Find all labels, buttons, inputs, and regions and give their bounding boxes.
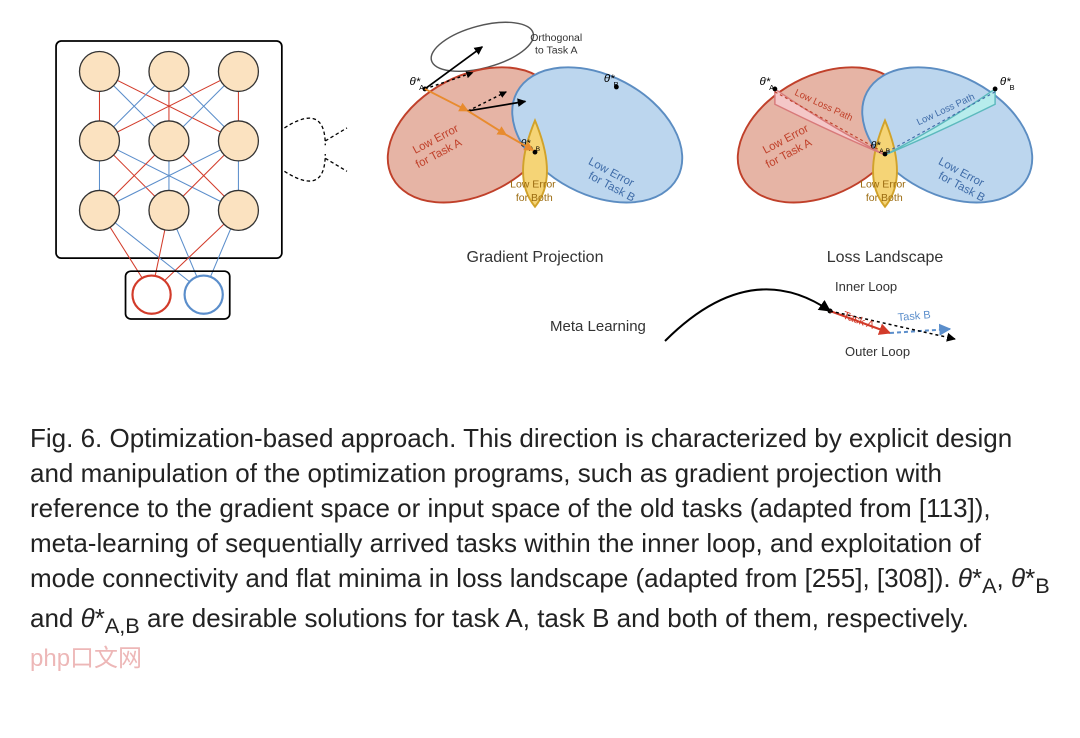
loss-landscape-svg: θ*A θ*B θ*A,B Low Loss Path Low Loss Pat… bbox=[720, 20, 1050, 245]
outer-loop-arc bbox=[665, 289, 830, 341]
output-node-a bbox=[132, 276, 170, 314]
caption-prefix: Fig. 6. Optimization-based approach. Thi… bbox=[30, 423, 1012, 593]
nn-nodes bbox=[80, 51, 259, 230]
caption-suffix: are desirable solutions for task A, task… bbox=[147, 603, 969, 633]
svg-text:A,B: A,B bbox=[879, 148, 890, 155]
bracket bbox=[284, 118, 347, 181]
ortho-label-2: to Task A bbox=[535, 45, 577, 57]
svg-text:A: A bbox=[769, 83, 775, 92]
svg-text:B: B bbox=[614, 80, 619, 89]
neural-network-panel bbox=[30, 20, 360, 345]
outer-loop-label: Outer Loop bbox=[845, 344, 910, 359]
gradient-projection-svg: Orthogonal to Task A θ*A θ*B θ*A,B bbox=[370, 20, 700, 245]
meta-learning-svg: Meta Learning Inner Loop Task A Task B O… bbox=[450, 271, 970, 361]
diagrams-panel: Orthogonal to Task A θ*A θ*B θ*A,B bbox=[370, 20, 1050, 361]
loss-landscape-title: Loss Landscape bbox=[827, 249, 944, 267]
label-both-2: for Both bbox=[516, 192, 553, 204]
label-both-1: Low Error bbox=[510, 179, 556, 191]
svg-text:Low Error: Low Error bbox=[860, 179, 906, 191]
neural-network-svg bbox=[30, 20, 360, 340]
meta-title: Meta Learning bbox=[550, 318, 646, 335]
svg-text:for Both: for Both bbox=[866, 192, 903, 204]
svg-text:B: B bbox=[1009, 83, 1014, 92]
task-b-label: Task B bbox=[897, 309, 931, 324]
venn-row: Orthogonal to Task A θ*A θ*B θ*A,B bbox=[370, 20, 1050, 267]
watermark: php口文网 bbox=[30, 643, 142, 675]
figure-row: Orthogonal to Task A θ*A θ*B θ*A,B bbox=[30, 20, 1050, 361]
nn-edges bbox=[99, 71, 238, 292]
loss-landscape-col: θ*A θ*B θ*A,B Low Loss Path Low Loss Pat… bbox=[720, 20, 1050, 267]
output-node-b bbox=[185, 276, 223, 314]
meta-learning-row: Meta Learning Inner Loop Task A Task B O… bbox=[370, 271, 1050, 361]
ortho-label-1: Orthogonal bbox=[530, 32, 582, 44]
figure-caption: Fig. 6. Optimization-based approach. Thi… bbox=[30, 421, 1050, 676]
task-a-label: Task A bbox=[841, 310, 876, 333]
gradient-projection-col: Orthogonal to Task A θ*A θ*B θ*A,B bbox=[370, 20, 700, 267]
svg-text:A: A bbox=[419, 83, 425, 92]
inner-loop-label: Inner Loop bbox=[835, 279, 897, 294]
gradient-projection-title: Gradient Projection bbox=[467, 249, 604, 267]
